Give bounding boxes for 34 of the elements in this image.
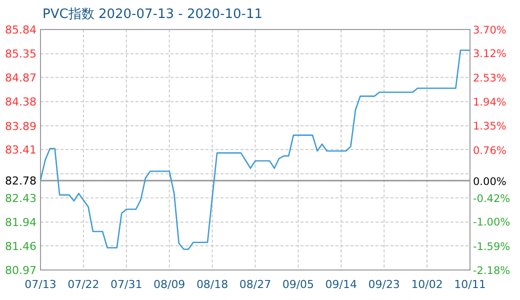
y2tick: -1.00% [473,216,510,229]
y2tick: 3.70% [473,24,506,36]
xtick: 07/13 [24,278,56,291]
ytick: 83.89 [5,120,36,133]
y2tick: -0.42% [473,193,510,206]
xtick: 09/05 [282,278,314,291]
xtick: 08/09 [154,278,186,291]
y2tick: 0.00% [473,176,506,188]
ytick: 81.94 [5,216,36,230]
ytick: 80.97 [5,264,36,277]
y2tick: 2.53% [473,72,506,84]
xtick: 08/27 [239,278,272,291]
ytick: 82.78 [5,174,36,188]
xtick: 07/22 [68,278,100,291]
ytick: 84.38 [5,96,36,109]
xtick: 08/18 [196,278,228,291]
y2tick: 1.35% [473,120,506,133]
ytick: 85.35 [5,48,36,61]
xtick: 09/23 [368,278,400,291]
y2tick: -1.59% [473,240,510,253]
xtick: 09/14 [325,278,357,291]
ytick: 82.43 [5,192,36,205]
title: PVC指数 2020-07-13 - 2020-10-11 [42,7,262,22]
y2tick: -2.18% [473,265,510,277]
ytick: 84.87 [5,71,36,84]
y2tick: 1.94% [473,96,506,108]
y2tick: 0.76% [473,144,506,157]
xtick: 10/11 [454,278,486,291]
xtick: 07/31 [110,278,142,291]
ytick: 85.84 [5,24,36,36]
xtick: 10/02 [411,278,443,291]
ytick: 81.46 [5,240,36,253]
y2tick: 3.12% [473,48,506,60]
ytick: 83.41 [5,144,36,156]
